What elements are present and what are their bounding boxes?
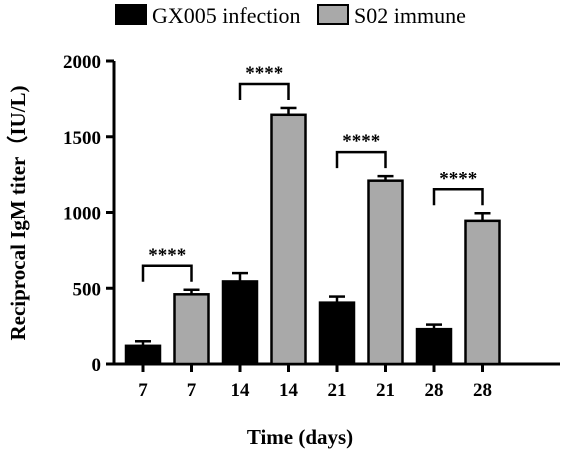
y-tick-label: 1000 — [63, 204, 101, 225]
y-tick-label: 2000 — [63, 52, 101, 73]
significance-layer: **** **** **** **** — [141, 63, 484, 282]
bar — [464, 219, 501, 366]
x-axis: 7 7 14 14 21 21 28 28 — [113, 362, 560, 401]
x-tick-label: 28 — [473, 380, 492, 401]
y-tick-label: 1500 — [63, 128, 101, 149]
significance-bracket — [335, 150, 387, 169]
significance-bracket — [141, 264, 193, 282]
bar — [221, 280, 259, 366]
bars-layer — [124, 106, 501, 366]
significance-label: **** — [439, 168, 477, 189]
bar — [367, 179, 404, 366]
legend: GX005 infection S02 immune — [115, 3, 466, 28]
x-tick-label: 7 — [187, 380, 197, 401]
y-axis: 0 500 1000 1500 2000 — [63, 52, 116, 376]
bar — [318, 301, 356, 366]
y-axis-title: Reciprocal IgM titer（IU/L) — [6, 85, 30, 340]
x-axis-title: Time (days) — [247, 425, 353, 449]
x-tick-label: 21 — [376, 380, 395, 401]
x-tick-label: 21 — [328, 380, 347, 401]
legend-swatch-gx005 — [115, 4, 147, 25]
legend-swatch-s02 — [317, 4, 349, 25]
x-tick-label: 14 — [279, 380, 299, 401]
bar — [270, 113, 307, 366]
x-tick-label: 28 — [425, 380, 444, 401]
bar — [173, 293, 210, 366]
significance-bracket — [238, 82, 290, 100]
legend-label-s02: S02 immune — [354, 3, 466, 28]
legend-label-gx005: GX005 infection — [152, 3, 300, 28]
y-tick-label: 500 — [73, 279, 102, 300]
x-tick-label: 7 — [138, 380, 148, 401]
significance-bracket — [432, 188, 484, 206]
significance-label: **** — [342, 131, 380, 152]
significance-label: **** — [245, 63, 283, 84]
bar — [415, 327, 453, 366]
x-tick-label: 14 — [231, 380, 251, 401]
y-tick-label: 0 — [92, 355, 102, 376]
significance-label: **** — [148, 245, 186, 266]
bar — [124, 344, 162, 366]
